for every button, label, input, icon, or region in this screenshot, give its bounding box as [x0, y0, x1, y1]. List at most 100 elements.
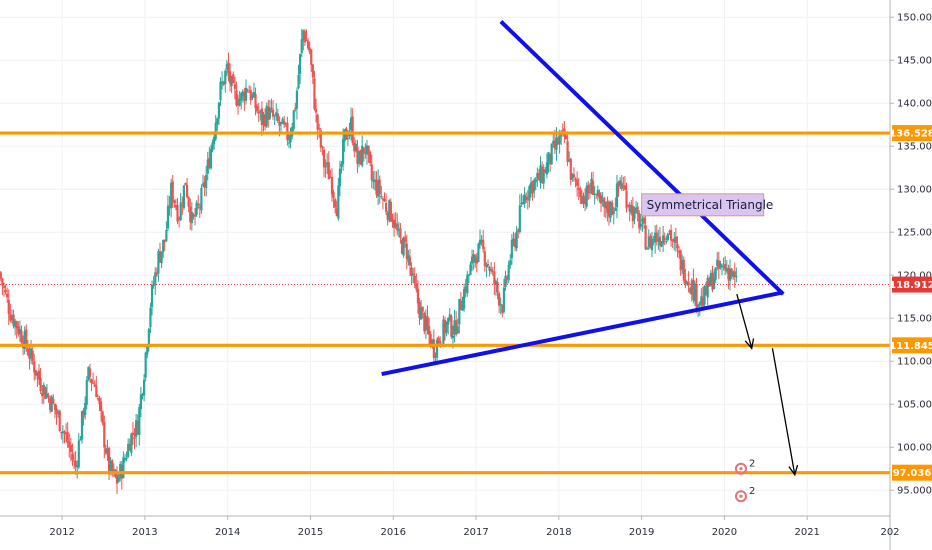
arrow-head: [788, 464, 799, 477]
price-badge: [892, 276, 932, 293]
candle-body: [671, 240, 674, 242]
candle-body: [1, 278, 4, 286]
candle-body: [203, 182, 206, 187]
candle-body: [477, 243, 480, 262]
candle-body: [357, 151, 361, 163]
projection-arrow: [736, 293, 753, 349]
candle-body: [92, 382, 95, 384]
candle-body: [614, 208, 617, 212]
candle-body: [33, 361, 36, 373]
candle-body: [64, 433, 68, 435]
candle-body: [482, 239, 485, 249]
candle-body: [324, 165, 327, 168]
candle-body: [361, 145, 364, 166]
candle-body: [725, 268, 728, 272]
candle-body: [50, 396, 53, 412]
candle-body: [391, 219, 394, 223]
candles-group: [0, 28, 738, 495]
candle-body: [142, 379, 146, 396]
candle-body: [400, 239, 404, 254]
candle-body: [313, 78, 316, 110]
candle-body: [370, 164, 373, 181]
candle-body: [267, 106, 270, 120]
candle-body: [424, 316, 427, 331]
candle-body: [213, 136, 216, 144]
candle-body: [2, 285, 6, 288]
candle-body: [545, 162, 548, 175]
candle-body: [131, 432, 135, 436]
candle-body: [85, 379, 88, 405]
candle-body: [631, 205, 634, 222]
candle-body: [584, 197, 587, 205]
candle-body: [490, 268, 493, 272]
candle-body: [488, 266, 491, 272]
candle-body: [90, 379, 93, 383]
candle-body: [502, 287, 506, 312]
candle-body: [26, 348, 29, 355]
candle-body: [260, 108, 264, 126]
candle-body: [491, 270, 494, 272]
candle-body: [601, 200, 604, 202]
candle-body: [318, 128, 321, 130]
candle-body: [485, 265, 488, 268]
candle-body: [211, 142, 214, 151]
candle-body: [128, 443, 131, 451]
candle-body: [44, 387, 47, 399]
candle-body: [106, 448, 109, 453]
candle-body: [574, 178, 577, 180]
candle-body: [77, 440, 80, 468]
candle-body: [404, 236, 407, 242]
candle-body: [450, 315, 453, 337]
candle-body: [547, 152, 550, 165]
candle-body: [486, 263, 490, 266]
candle-body: [305, 40, 308, 42]
candle-body: [633, 208, 636, 220]
candle-body: [372, 179, 375, 182]
candle-body: [687, 281, 690, 286]
candle-body: [596, 190, 599, 196]
candle-body: [606, 201, 609, 213]
candle-body: [386, 212, 389, 220]
candle-body: [95, 385, 98, 397]
candle-body: [470, 256, 474, 264]
candle-body: [431, 339, 434, 346]
candle-body: [663, 237, 666, 241]
candle-body: [622, 186, 625, 188]
candle-body: [217, 102, 221, 119]
candle-body: [310, 49, 313, 65]
candle-body: [623, 185, 627, 190]
candle-body: [714, 267, 717, 280]
candle-body: [647, 236, 650, 248]
candle-body: [730, 268, 733, 277]
candle-body: [599, 195, 603, 204]
candle-body: [79, 439, 82, 441]
candle-body: [709, 273, 712, 285]
candle-body: [447, 318, 450, 325]
candle-body: [377, 179, 380, 197]
projection-arrow: [771, 348, 796, 475]
candle-body: [141, 394, 144, 396]
candle-body: [591, 181, 595, 195]
candle-body: [58, 410, 61, 432]
candle-body: [342, 138, 345, 165]
candle-body: [690, 280, 693, 295]
candle-body: [283, 121, 286, 125]
price-badge-label: 118.912: [889, 280, 932, 291]
candle-body: [184, 182, 187, 186]
candle-body: [251, 94, 254, 99]
candle-body: [598, 192, 601, 198]
candle-body: [619, 180, 622, 186]
candle-body: [507, 264, 510, 281]
candle-body: [719, 263, 722, 268]
candle-body: [300, 39, 303, 53]
candle-body: [25, 329, 28, 347]
candle-body: [257, 111, 260, 114]
candle-body: [649, 235, 652, 249]
candle-body: [668, 231, 671, 233]
event-marker: 2: [734, 459, 755, 475]
candle-body: [329, 176, 332, 178]
candle-body: [314, 109, 318, 113]
candle-body: [69, 445, 72, 453]
candle-body: [29, 348, 33, 358]
candle-body: [88, 368, 92, 377]
